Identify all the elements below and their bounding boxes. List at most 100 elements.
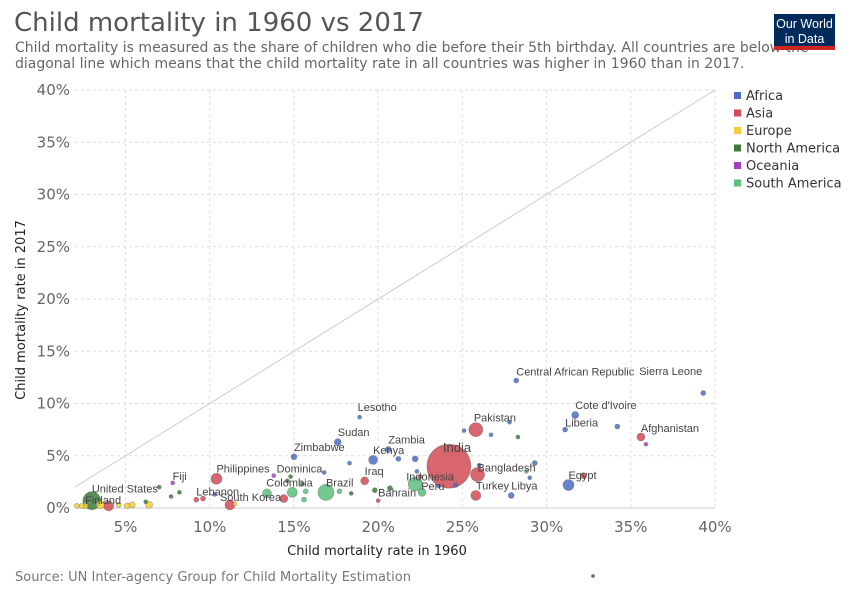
data-point[interactable] xyxy=(476,462,482,468)
data-point[interactable] xyxy=(488,432,494,438)
data-point[interactable] xyxy=(643,441,649,447)
y-tick-label: 30% xyxy=(37,186,70,204)
data-point[interactable] xyxy=(301,496,307,503)
data-point[interactable] xyxy=(200,495,206,502)
data-point-colombia[interactable] xyxy=(286,487,298,498)
data-point-kenya[interactable] xyxy=(368,455,378,465)
data-point[interactable] xyxy=(527,475,533,480)
data-point-cote-d-ivoire[interactable] xyxy=(571,411,580,419)
y-tick-label: 15% xyxy=(37,342,70,360)
y-tick-label: 40% xyxy=(37,81,70,99)
data-point-egypt[interactable] xyxy=(562,479,575,491)
data-point-iraq[interactable] xyxy=(360,476,369,486)
legend-label[interactable]: Oceania xyxy=(746,159,799,174)
data-point[interactable] xyxy=(95,500,105,510)
data-point[interactable] xyxy=(531,460,538,466)
point-label: South Korea xyxy=(220,492,282,504)
data-point-pakistan[interactable] xyxy=(468,422,484,437)
data-point[interactable] xyxy=(417,488,427,497)
data-point-dominica[interactable] xyxy=(288,474,293,479)
data-point[interactable] xyxy=(321,470,327,475)
data-point-fiji[interactable] xyxy=(170,480,175,486)
point-label: Finland xyxy=(85,495,121,507)
legend-swatch xyxy=(734,127,741,134)
legend-label[interactable]: Europe xyxy=(746,124,792,139)
y-tick-label: 20% xyxy=(37,290,70,308)
x-tick-label: 30% xyxy=(530,518,563,536)
point-label: Central African Republic xyxy=(516,367,635,379)
legend-label[interactable]: North America xyxy=(746,142,840,157)
data-point-zambia[interactable] xyxy=(384,446,392,453)
data-point[interactable] xyxy=(395,456,402,462)
data-point[interactable] xyxy=(411,455,419,463)
data-point-sudan[interactable] xyxy=(333,438,342,446)
data-point[interactable] xyxy=(232,501,238,507)
data-point[interactable] xyxy=(302,488,309,495)
legend-label[interactable]: South America xyxy=(746,177,842,192)
data-point[interactable] xyxy=(128,501,136,509)
point-label: United States xyxy=(92,484,159,496)
y-axis-title: Child mortality rate in 2017 xyxy=(14,220,29,400)
data-point-bahrain[interactable] xyxy=(375,498,381,503)
data-point[interactable] xyxy=(436,483,442,489)
legend-label[interactable]: Africa xyxy=(746,89,783,104)
data-point-turkey[interactable] xyxy=(470,490,482,501)
x-axis-title: Child mortality rate in 1960 xyxy=(287,544,467,559)
data-point[interactable] xyxy=(524,469,529,474)
legend-label[interactable]: Asia xyxy=(746,107,773,122)
owid-logo[interactable]: Our World in Data xyxy=(774,14,835,50)
data-point[interactable] xyxy=(143,499,149,505)
point-label: Bahrain xyxy=(378,488,416,500)
data-point[interactable] xyxy=(115,502,122,508)
data-point[interactable] xyxy=(580,472,587,479)
data-point[interactable] xyxy=(336,488,343,495)
data-point[interactable] xyxy=(78,503,85,509)
data-point-lebanon[interactable] xyxy=(193,496,200,503)
data-point-central-african-republic[interactable] xyxy=(513,377,520,384)
data-point-peru[interactable] xyxy=(407,476,423,492)
data-point[interactable] xyxy=(156,484,162,490)
data-point-india[interactable] xyxy=(426,443,472,489)
data-point[interactable] xyxy=(461,428,467,433)
point-label: Zambia xyxy=(388,434,426,446)
data-point[interactable] xyxy=(262,488,272,499)
legend-swatch xyxy=(734,144,741,152)
data-point[interactable] xyxy=(73,503,80,509)
data-point-indonesia[interactable] xyxy=(417,474,423,479)
data-point[interactable] xyxy=(387,485,393,491)
data-point[interactable] xyxy=(515,434,521,440)
data-point-philippines[interactable] xyxy=(210,472,223,485)
data-point[interactable] xyxy=(279,494,289,503)
x-tick-label: 15% xyxy=(277,518,310,536)
data-point[interactable] xyxy=(271,473,277,478)
data-point-brazil[interactable] xyxy=(317,484,335,501)
data-point-bangladesh[interactable] xyxy=(470,467,485,482)
data-point[interactable] xyxy=(371,487,378,494)
data-point[interactable] xyxy=(348,491,354,496)
x-tick-label: 25% xyxy=(446,518,479,536)
data-point-zimbabwe[interactable] xyxy=(290,453,298,461)
data-point-sierra-leone[interactable] xyxy=(700,390,707,396)
chart-subtitle: Child mortality is measured as the share… xyxy=(15,40,809,72)
data-point[interactable] xyxy=(614,423,621,430)
point-label: Brazil xyxy=(326,477,354,489)
data-point[interactable] xyxy=(452,482,459,488)
data-point[interactable] xyxy=(284,478,290,484)
data-point[interactable] xyxy=(168,494,174,499)
point-label: Lebanon xyxy=(196,487,239,499)
data-point[interactable] xyxy=(347,460,352,466)
data-point[interactable] xyxy=(507,420,512,425)
point-label: Iraq xyxy=(365,466,384,478)
data-point-liberia[interactable] xyxy=(562,426,568,433)
data-point[interactable] xyxy=(212,492,218,497)
labels-layer: India Central African Republic Sierra Leon… xyxy=(85,366,702,507)
data-point[interactable] xyxy=(177,490,182,495)
data-point[interactable] xyxy=(414,469,420,474)
data-point[interactable] xyxy=(300,481,305,487)
point-label: Liberia xyxy=(565,418,599,430)
data-point-libya[interactable] xyxy=(507,492,515,499)
data-point-lesotho[interactable] xyxy=(357,414,362,420)
y-tick-label: 25% xyxy=(37,238,70,256)
data-point-afghanistan[interactable] xyxy=(636,432,646,442)
